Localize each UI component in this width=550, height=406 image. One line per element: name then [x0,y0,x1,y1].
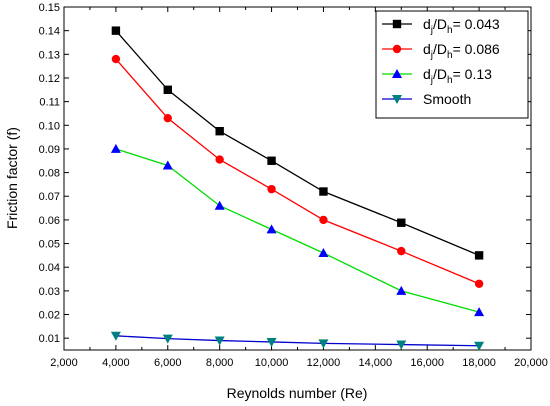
y-tick-label: 0.11 [39,97,60,109]
data-point [215,155,224,164]
series-2 [111,54,484,288]
y-tick-label: 0.03 [39,286,60,298]
x-tick-label: 18,000 [462,357,496,369]
axis-ticks: 2,000 4,000 6,000 8,000 10,000 12,000 14,000 16… [39,2,548,369]
y-tick-label: 0.15 [39,2,60,14]
data-point [111,54,121,64]
x-tick-label: 8,000 [206,357,234,369]
x-tick-label: 14,000 [359,357,393,369]
y-tick-label: 0.08 [39,168,60,180]
legend-label: dj/Dh= 0.13 [423,66,492,86]
y-tick-label: 0.14 [39,26,60,38]
data-point [318,248,329,258]
series-3 [110,143,485,317]
y-tick-label: 0.05 [39,239,60,251]
data-point [214,200,225,210]
data-point [318,339,329,349]
y-tick-label: 0.07 [39,191,60,203]
data-point [319,187,328,196]
data-point [162,334,173,344]
legend-label: dj/Dh= 0.086 [423,41,500,61]
x-tick-label: 2,000 [50,357,78,369]
legend-marker [392,19,402,29]
y-tick-label: 0.13 [39,49,60,61]
x-axis-title: Reynolds number (Re) [227,385,368,401]
data-point [215,126,224,136]
data-point [396,340,407,350]
legend-marker [392,69,402,78]
series-4 [110,331,485,351]
legend-marker [392,95,402,104]
x-tick-label: 6,000 [154,357,182,369]
data-point [110,143,121,153]
legend-label: dj/Dh= 0.043 [423,16,500,36]
y-axis-title: Friction factor (f) [4,127,20,229]
data-point [267,156,276,165]
data-point [474,341,485,351]
data-point [110,331,121,341]
data-point [163,85,172,94]
series-layer [110,26,485,351]
legend-label: Smooth [423,91,471,107]
data-point [474,279,484,288]
data-point [267,184,276,194]
data-point [266,337,277,347]
x-tick-label: 10,000 [255,357,289,369]
series-1 [111,26,484,260]
y-tick-label: 0.04 [39,262,60,274]
data-point [111,26,121,35]
y-tick-label: 0.10 [39,120,60,132]
legend-box [375,10,529,119]
data-point [319,215,328,225]
data-point [474,307,485,317]
data-point [397,218,406,227]
y-tick-label: 0.01 [39,333,60,345]
legend-marker [392,44,402,54]
data-point [162,160,173,170]
y-tick-label: 0.02 [39,310,60,322]
y-tick-label: 0.12 [39,73,60,85]
y-tick-label: 0.09 [39,144,60,156]
x-tick-label: 4,000 [102,357,130,369]
data-point [397,246,406,256]
x-tick-label: 12,000 [307,357,341,369]
y-tick-label: 0.06 [39,215,60,227]
x-tick-label: 20,000 [514,357,548,369]
legend: dj/Dh= 0.043 dj/Dh= 0.086 dj/Dh= 0.13 Smoot… [375,10,529,119]
data-point [474,251,484,260]
data-point [214,336,225,346]
x-tick-label: 16,000 [410,357,444,369]
data-point [266,224,277,234]
data-point [396,285,407,295]
data-point [163,113,172,123]
